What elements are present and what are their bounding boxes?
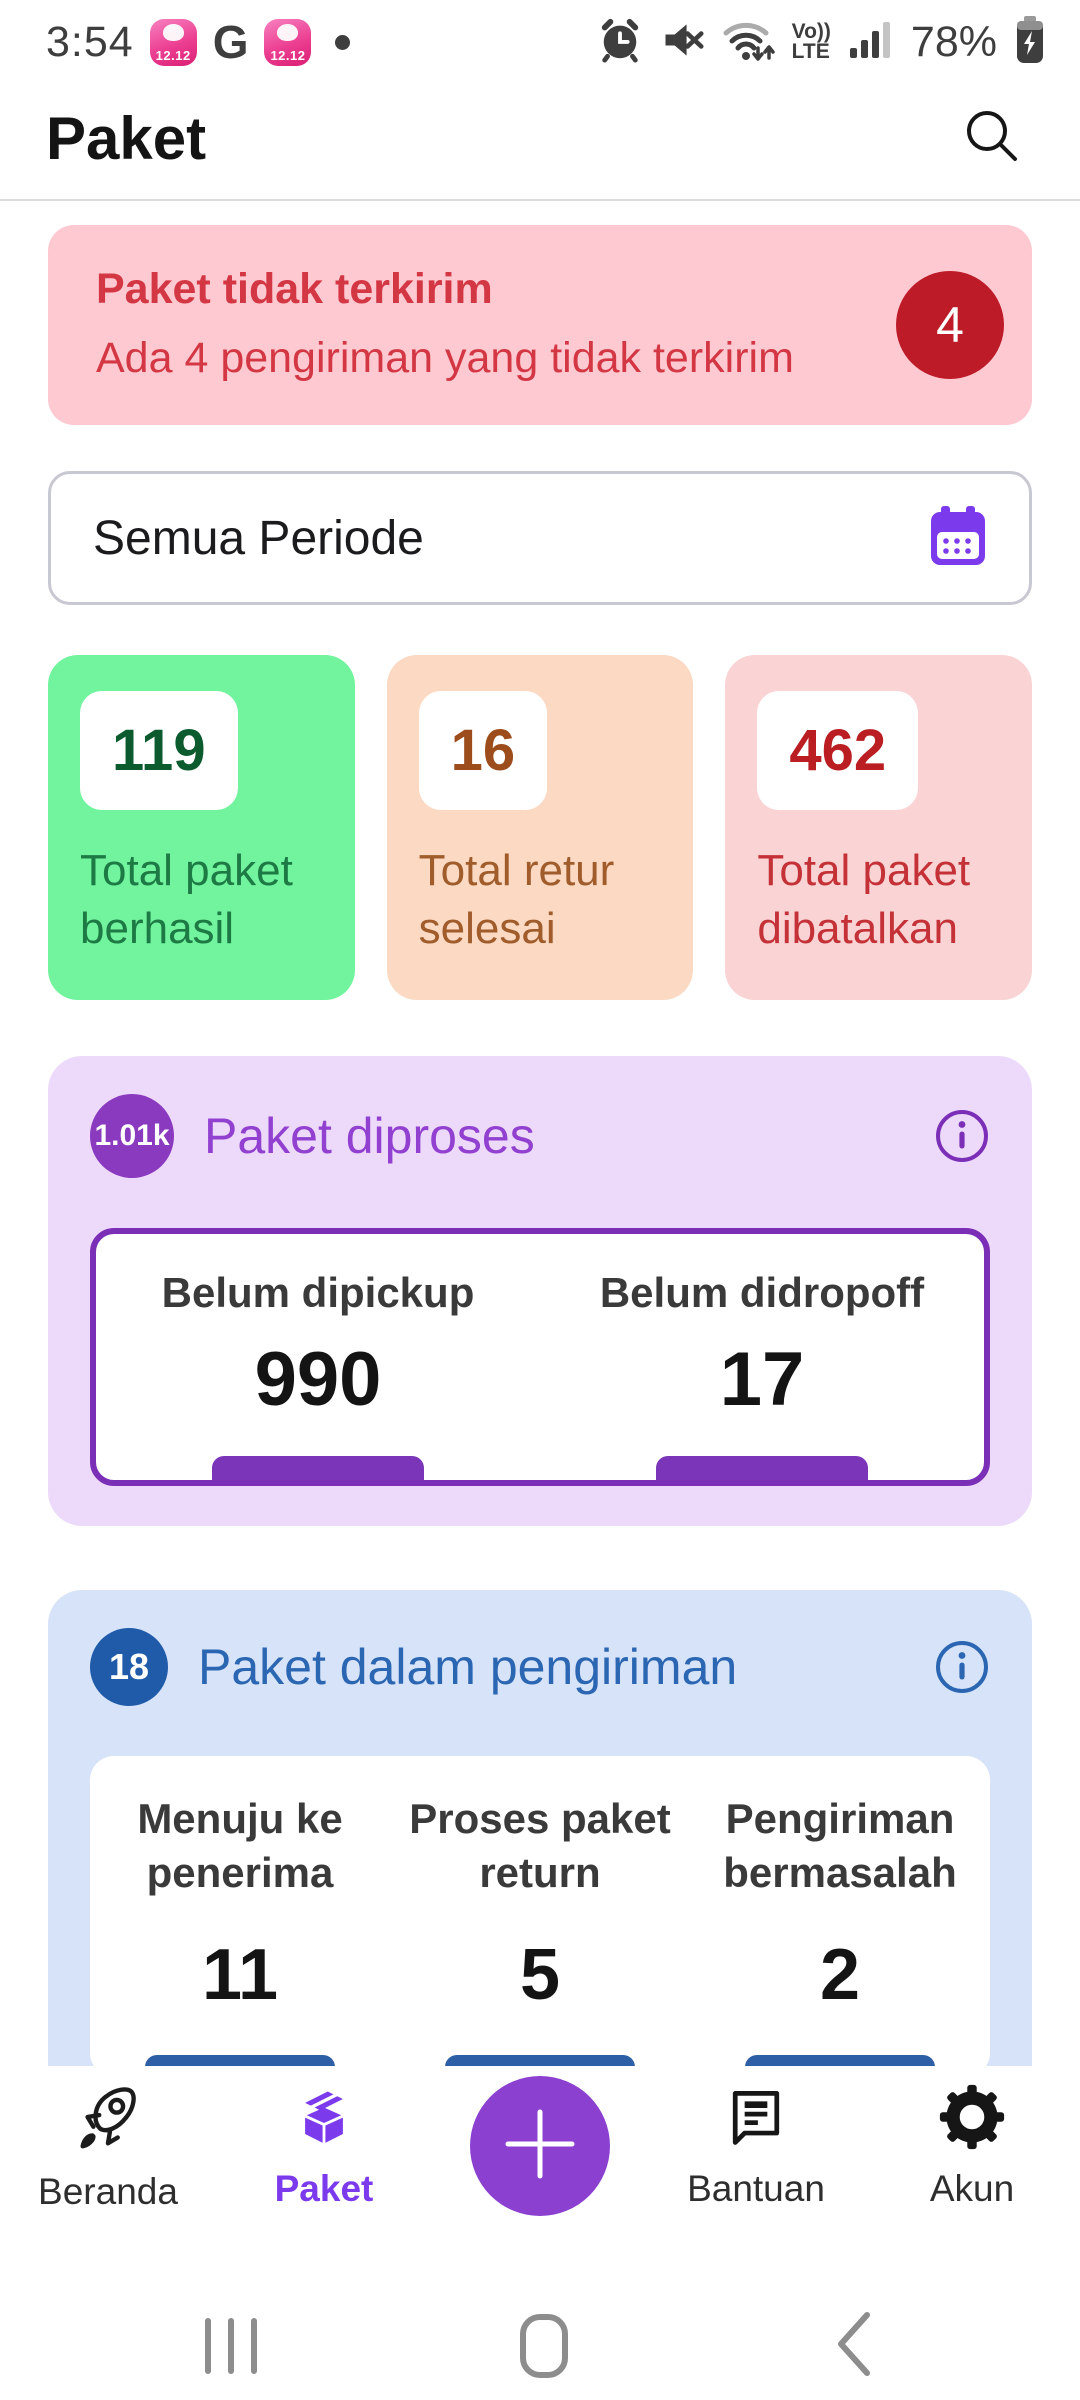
status-bar: 3:54 12.12 G 12.12 Vo)) LTE 78% <box>0 0 1080 74</box>
section-paket-dalam-pengiriman: 18 Paket dalam pengiriman Menuju ke pene… <box>48 1589 1032 2118</box>
nav-label: Akun <box>929 2167 1015 2209</box>
wifi-icon <box>721 16 775 69</box>
nav-item-add[interactable] <box>432 2076 648 2216</box>
column-label: Menuju ke penerima <box>137 1794 343 1896</box>
stat-value-box: 16 <box>418 691 548 810</box>
section-title: Paket dalam pengiriman <box>198 1638 738 1695</box>
diproses-detail-card[interactable]: Belum dipickup 990 Belum didropoff 17 <box>90 1228 990 1486</box>
battery-charging-icon <box>1014 15 1046 70</box>
stat-value-box: 462 <box>757 691 919 810</box>
stat-label: Total paket berhasil <box>80 846 293 954</box>
column-label: Proses paket return <box>409 1794 671 1896</box>
info-icon[interactable] <box>934 1639 990 1695</box>
calendar-icon[interactable] <box>929 505 987 572</box>
nav-item-bantuan[interactable]: Bantuan <box>648 2083 864 2210</box>
bottom-navigation: Beranda Paket Bantuan Akun <box>0 2066 1080 2226</box>
nav-item-akun[interactable]: Akun <box>864 2083 1080 2210</box>
promo-12.12-notification-icon: 12.12 <box>149 18 197 66</box>
google-g-icon: G <box>212 16 249 68</box>
scroll-content[interactable]: Paket tidak terkirim Ada 4 pengiriman ya… <box>0 201 1080 2118</box>
column-value: 17 <box>719 1336 805 1422</box>
back-button[interactable] <box>831 2309 875 2384</box>
nav-label: Paket <box>274 2167 374 2209</box>
column-value: 5 <box>519 1935 561 2016</box>
column-belum-dipickup[interactable]: Belum dipickup 990 <box>96 1266 540 1418</box>
column-menuju-penerima[interactable]: Menuju ke penerima 11 <box>90 1792 390 2012</box>
stat-value: 119 <box>112 718 206 783</box>
app-header: Paket <box>0 74 1080 201</box>
column-label: Pengiriman bermasalah <box>723 1794 957 1896</box>
period-filter[interactable]: Semua Periode <box>48 471 1032 605</box>
search-icon[interactable] <box>960 104 1024 173</box>
nav-item-paket[interactable]: Paket <box>216 2083 432 2210</box>
rocket-icon <box>71 2080 145 2159</box>
android-navigation-bar <box>0 2292 1080 2400</box>
column-proses-return[interactable]: Proses paket return 5 <box>390 1792 690 2012</box>
undelivered-alert-card[interactable]: Paket tidak terkirim Ada 4 pengiriman ya… <box>48 225 1032 425</box>
section-count-badge: 1.01k <box>90 1094 174 1179</box>
clock-time: 3:54 <box>46 17 134 66</box>
alert-title: Paket tidak terkirim <box>96 265 493 313</box>
recents-button[interactable] <box>205 2318 257 2374</box>
signal-icon <box>848 18 894 67</box>
alarm-icon <box>597 17 643 68</box>
column-value: 990 <box>254 1336 382 1422</box>
home-button[interactable] <box>520 2314 568 2378</box>
section-header: 18 Paket dalam pengiriman <box>90 1627 990 1706</box>
stat-card-retur[interactable]: 16 Total retur selesai <box>386 655 694 1001</box>
period-filter-value: Semua Periode <box>93 511 424 565</box>
mute-icon <box>660 18 704 67</box>
battery-percent: 78% <box>910 17 997 66</box>
stat-value-box: 119 <box>80 691 238 810</box>
volte-icon: Vo)) LTE <box>791 20 831 63</box>
section-header: 1.01k Paket diproses <box>90 1094 990 1179</box>
plus-icon <box>498 2102 582 2191</box>
alert-subtitle: Ada 4 pengiriman yang tidak terkirim <box>96 334 794 382</box>
stat-label: Total paket dibatalkan <box>757 846 971 954</box>
info-icon[interactable] <box>934 1108 990 1164</box>
summary-stats-row: 119 Total paket berhasil 16 Total retur … <box>48 655 1033 1001</box>
stat-card-dibatalkan[interactable]: 462 Total paket dibatalkan <box>725 655 1033 1001</box>
section-count-badge: 18 <box>90 1627 168 1706</box>
package-icon <box>290 2083 358 2156</box>
active-tab-indicator <box>212 1455 424 1480</box>
page-title: Paket <box>46 105 207 172</box>
stat-value: 462 <box>789 718 887 783</box>
column-value: 11 <box>201 1935 279 2016</box>
column-pengiriman-bermasalah[interactable]: Pengiriman bermasalah 2 <box>690 1792 990 2012</box>
stat-card-berhasil[interactable]: 119 Total paket berhasil <box>48 655 355 1001</box>
add-fab-button[interactable] <box>470 2076 610 2216</box>
section-title: Paket diproses <box>204 1108 535 1165</box>
nav-label: Beranda <box>38 2170 178 2212</box>
stat-value: 16 <box>450 718 516 783</box>
section-paket-diproses: 1.01k Paket diproses Belum dipickup 990 … <box>48 1056 1032 1526</box>
nav-item-beranda[interactable]: Beranda <box>0 2080 216 2213</box>
column-value: 2 <box>819 1935 861 2016</box>
column-label: Belum didropoff <box>599 1269 925 1317</box>
active-tab-indicator <box>656 1455 868 1480</box>
chat-icon <box>722 2083 790 2156</box>
stat-label: Total retur selesai <box>418 846 615 954</box>
column-belum-didropoff[interactable]: Belum didropoff 17 <box>540 1266 984 1418</box>
nav-label: Bantuan <box>687 2167 825 2209</box>
more-notifications-dot <box>335 34 351 50</box>
column-label: Belum dipickup <box>161 1269 475 1317</box>
gear-icon <box>938 2083 1006 2156</box>
alert-count-badge: 4 <box>896 271 1004 379</box>
bunny-graphic <box>277 23 299 41</box>
promo-12.12-notification-icon: 12.12 <box>264 18 312 66</box>
bunny-graphic <box>162 23 184 41</box>
pengiriman-detail-card[interactable]: Menuju ke penerima 11 Proses paket retur… <box>90 1755 990 2078</box>
